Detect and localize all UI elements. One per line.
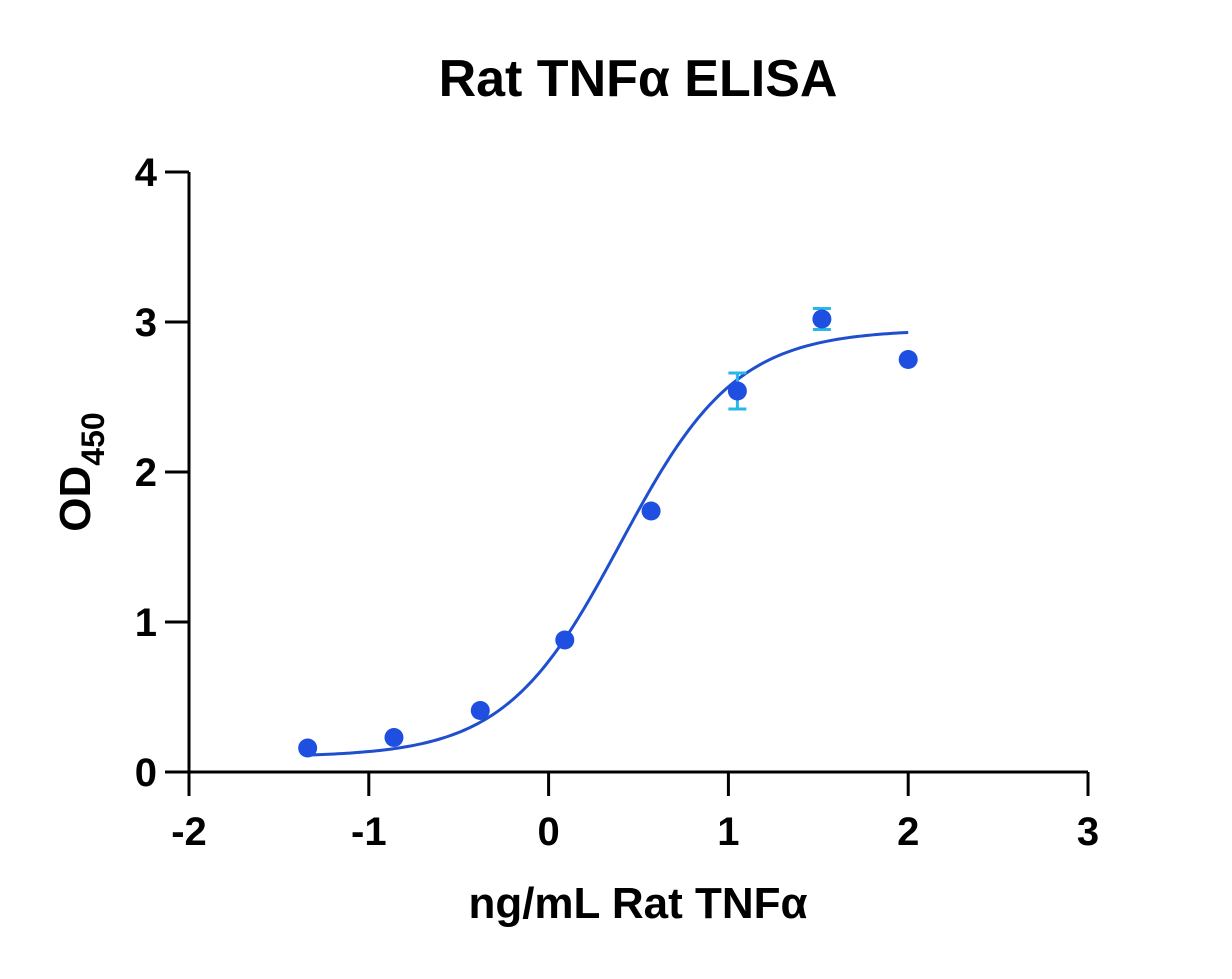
y-tick-label: 0 — [135, 751, 157, 795]
y-axis-label-subscript: 450 — [75, 412, 111, 465]
x-tick-label: -2 — [171, 810, 207, 854]
y-axis-label: OD450 — [51, 412, 111, 531]
data-point — [641, 501, 661, 521]
data-point — [727, 381, 747, 401]
axes: 0 1 2 3 4 -2 -1 0 1 2 3 — [135, 151, 1099, 854]
data-point — [812, 309, 832, 329]
y-tick-label: 2 — [135, 451, 157, 495]
x-tick-label: -1 — [351, 810, 387, 854]
y-tick-label: 1 — [135, 601, 157, 645]
x-tick-label: 2 — [897, 810, 919, 854]
y-axis-label-main: OD — [51, 466, 100, 532]
x-axis-label: ng/mL Rat TNFα — [468, 879, 807, 928]
y-tick-label: 4 — [135, 151, 158, 195]
data-point — [384, 728, 404, 747]
data-points-layer — [298, 309, 918, 758]
y-tick-label: 3 — [135, 301, 157, 345]
data-point — [555, 630, 575, 650]
x-tick-label: 3 — [1077, 810, 1099, 854]
chart-title: Rat TNFα ELISA — [439, 50, 838, 108]
x-tick-label: 1 — [717, 810, 739, 854]
data-point — [898, 350, 918, 369]
data-point — [470, 701, 490, 720]
fit-curve-layer — [307, 330, 909, 757]
fit-curve — [307, 330, 909, 757]
x-tick-label: 0 — [537, 810, 559, 854]
data-point — [298, 738, 318, 758]
